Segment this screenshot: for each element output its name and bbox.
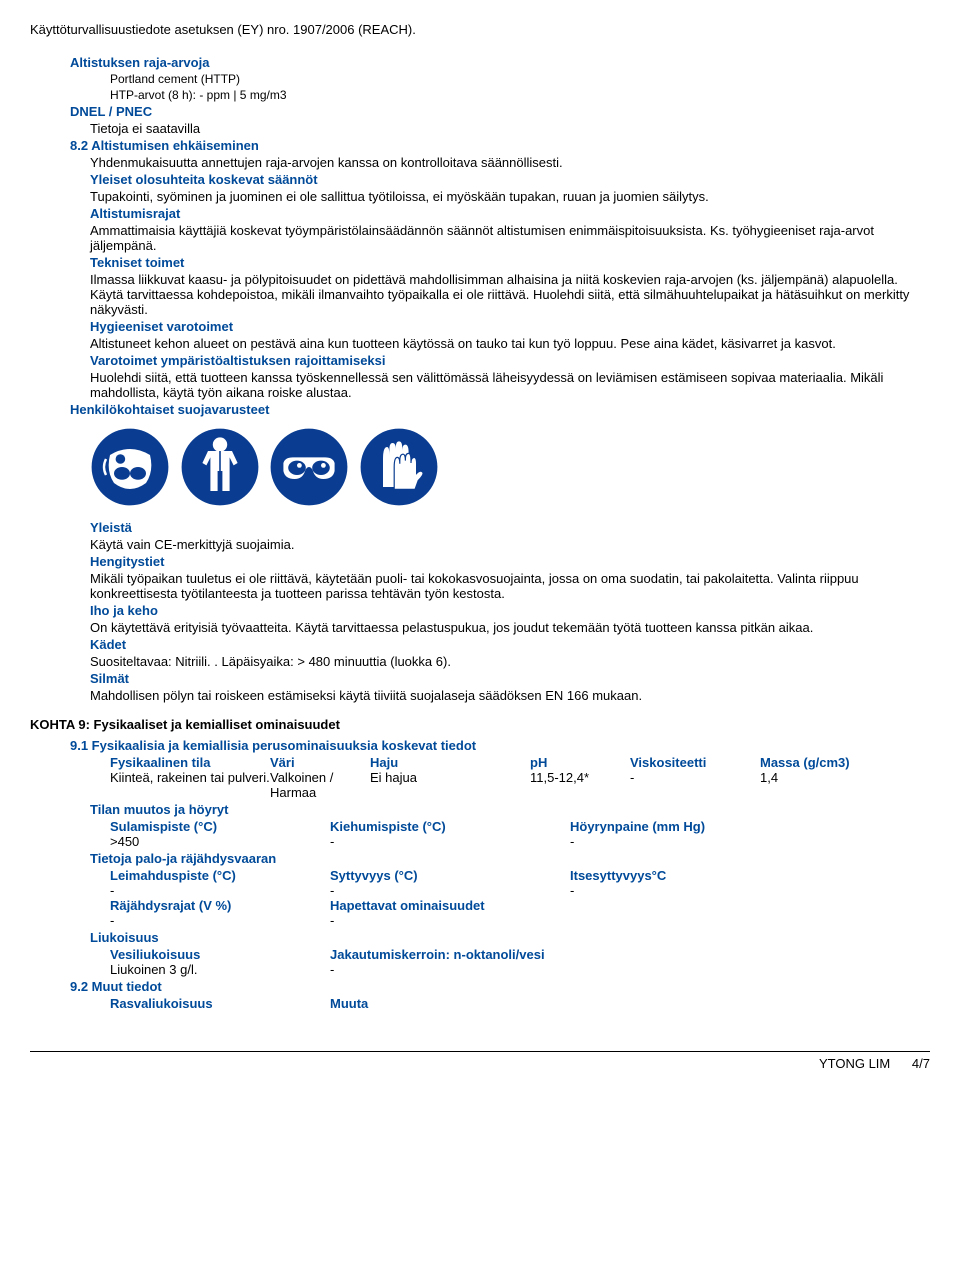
dnel-text: Tietoja ei saatavilla bbox=[90, 121, 930, 136]
footer-product: YTONG LIM bbox=[819, 1056, 890, 1071]
v-mass: 1,4 bbox=[760, 770, 880, 800]
limit-substance: Portland cement (HTTP) bbox=[110, 72, 930, 86]
sec-9-2-title: 9.2 Muut tiedot bbox=[70, 979, 930, 994]
h-oxidizing: Hapettavat ominaisuudet bbox=[330, 898, 570, 913]
props-row-5-headers: Vesiliukoisuus Jakautumiskerroin: n-okta… bbox=[110, 947, 930, 962]
ppe-respiratory-text: Mikäli työpaikan tuuletus ei ole riittäv… bbox=[90, 571, 930, 601]
h-physical-state: Fysikaalinen tila bbox=[110, 755, 270, 770]
ppe-icons bbox=[90, 427, 930, 510]
v-boiling: - bbox=[330, 834, 570, 849]
h-viscosity: Viskositeetti bbox=[630, 755, 760, 770]
h-water-solubility: Vesiliukoisuus bbox=[110, 947, 330, 962]
props-row-3-values: - - - bbox=[110, 883, 930, 898]
exposure-limits-title: Altistuksen raja-arvoja bbox=[70, 55, 930, 70]
general-conditions-title: Yleiset olosuhteita koskevat säännöt bbox=[90, 172, 930, 187]
exposure-limit-title: Altistumisrajat bbox=[90, 206, 930, 221]
v-melting: >450 bbox=[110, 834, 330, 849]
coverall-icon bbox=[180, 427, 260, 507]
h-vapor: Höyrynpaine (mm Hg) bbox=[570, 819, 770, 834]
page-footer: YTONG LIM 4/7 bbox=[30, 1051, 930, 1071]
h-ph: pH bbox=[530, 755, 630, 770]
v-water-solubility: Liukoinen 3 g/l. bbox=[110, 962, 330, 977]
h-partition: Jakautumiskerroin: n-oktanoli/vesi bbox=[330, 947, 630, 962]
hygiene-title: Hygieeniset varotoimet bbox=[90, 319, 930, 334]
general-conditions-text: Tupakointi, syöminen ja juominen ei ole … bbox=[90, 189, 930, 204]
state-change-title: Tilan muutos ja höyryt bbox=[90, 802, 930, 817]
props-row-4-headers: Räjähdysrajat (V %) Hapettavat ominaisuu… bbox=[110, 898, 930, 913]
props-row-1-values: Kiinteä, rakeinen tai pulveri. Valkoinen… bbox=[110, 770, 930, 800]
footer-page: 4/7 bbox=[912, 1056, 930, 1071]
v-color: Valkoinen / Harmaa bbox=[270, 770, 370, 800]
solubility-title: Liukoisuus bbox=[90, 930, 930, 945]
ppe-eyes-text: Mahdollisen pölyn tai roiskeen estämisek… bbox=[90, 688, 930, 703]
h-melting: Sulamispiste (°C) bbox=[110, 819, 330, 834]
env-precaution-text: Huolehdi siitä, että tuotteen kanssa työ… bbox=[90, 370, 930, 400]
hygiene-text: Altistuneet kehon alueet on pestävä aina… bbox=[90, 336, 930, 351]
v-ph: 11,5-12,4* bbox=[530, 770, 630, 800]
v-physical-state: Kiinteä, rakeinen tai pulveri. bbox=[110, 770, 270, 800]
ppe-general-text: Käytä vain CE-merkittyjä suojaimia. bbox=[90, 537, 930, 552]
props-row-6-headers: Rasvaliukoisuus Muuta bbox=[110, 996, 930, 1011]
v-flashpoint: - bbox=[110, 883, 330, 898]
h-autoignition: Itsesyttyvyys°C bbox=[570, 868, 770, 883]
sec-9-1-title: 9.1 Fysikaalisia ja kemiallisia perusomi… bbox=[70, 738, 930, 753]
props-row-2-values: >450 - - bbox=[110, 834, 930, 849]
env-precaution-title: Varotoimet ympäristöaltistuksen rajoitta… bbox=[90, 353, 930, 368]
v-viscosity: - bbox=[630, 770, 760, 800]
h-other: Muuta bbox=[330, 996, 570, 1011]
ppe-skin-text: On käytettävä erityisiä työvaatteita. Kä… bbox=[90, 620, 930, 635]
limit-value: HTP-arvot (8 h): - ppm | 5 mg/m3 bbox=[110, 88, 930, 102]
doc-header: Käyttöturvallisuustiedote asetuksen (EY)… bbox=[30, 22, 930, 37]
ppe-eyes-title: Silmät bbox=[90, 671, 930, 686]
exposure-limit-text: Ammattimaisia käyttäjiä koskevat työympä… bbox=[90, 223, 930, 253]
h-fat-solubility: Rasvaliukoisuus bbox=[110, 996, 330, 1011]
sec-8-2-title: 8.2 Altistumisen ehkäiseminen bbox=[70, 138, 930, 153]
technical-measures-title: Tekniset toimet bbox=[90, 255, 930, 270]
props-row-1-headers: Fysikaalinen tila Väri Haju pH Viskosite… bbox=[110, 755, 930, 770]
v-flammability: - bbox=[330, 883, 570, 898]
v-partition: - bbox=[330, 962, 630, 977]
props-row-5-values: Liukoinen 3 g/l. - bbox=[110, 962, 930, 977]
h-flashpoint: Leimahduspiste (°C) bbox=[110, 868, 330, 883]
h-odor: Haju bbox=[370, 755, 530, 770]
props-row-2-headers: Sulamispiste (°C) Kiehumispiste (°C) Höy… bbox=[110, 819, 930, 834]
fire-explosion-title: Tietoja palo-ja räjähdysvaaran bbox=[90, 851, 930, 866]
ppe-skin-title: Iho ja keho bbox=[90, 603, 930, 618]
h-flammability: Syttyvyys (°C) bbox=[330, 868, 570, 883]
v-autoignition: - bbox=[570, 883, 770, 898]
v-odor: Ei hajua bbox=[370, 770, 530, 800]
v-explosion-limits: - bbox=[110, 913, 330, 928]
h-mass: Massa (g/cm3) bbox=[760, 755, 880, 770]
technical-measures-text: Ilmassa liikkuvat kaasu- ja pölypitoisuu… bbox=[90, 272, 930, 317]
respirator-icon bbox=[90, 427, 170, 507]
ppe-hands-title: Kädet bbox=[90, 637, 930, 652]
sec-8-2-text: Yhdenmukaisuutta annettujen raja-arvojen… bbox=[90, 155, 930, 170]
section-9-title: KOHTA 9: Fysikaaliset ja kemialliset omi… bbox=[30, 717, 930, 732]
props-row-3-headers: Leimahduspiste (°C) Syttyvyys (°C) Itses… bbox=[110, 868, 930, 883]
ppe-title: Henkilökohtaiset suojavarusteet bbox=[70, 402, 930, 417]
h-boiling: Kiehumispiste (°C) bbox=[330, 819, 570, 834]
h-color: Väri bbox=[270, 755, 370, 770]
props-row-4-values: - - bbox=[110, 913, 930, 928]
ppe-respiratory-title: Hengitystiet bbox=[90, 554, 930, 569]
h-explosion-limits: Räjähdysrajat (V %) bbox=[110, 898, 330, 913]
ppe-general-title: Yleistä bbox=[90, 520, 930, 535]
gloves-icon bbox=[359, 427, 439, 507]
v-vapor: - bbox=[570, 834, 770, 849]
ppe-hands-text: Suositeltavaa: Nitriili. . Läpäisyaika: … bbox=[90, 654, 930, 669]
v-oxidizing: - bbox=[330, 913, 570, 928]
goggles-icon bbox=[269, 427, 349, 507]
dnel-pnec-title: DNEL / PNEC bbox=[70, 104, 930, 119]
